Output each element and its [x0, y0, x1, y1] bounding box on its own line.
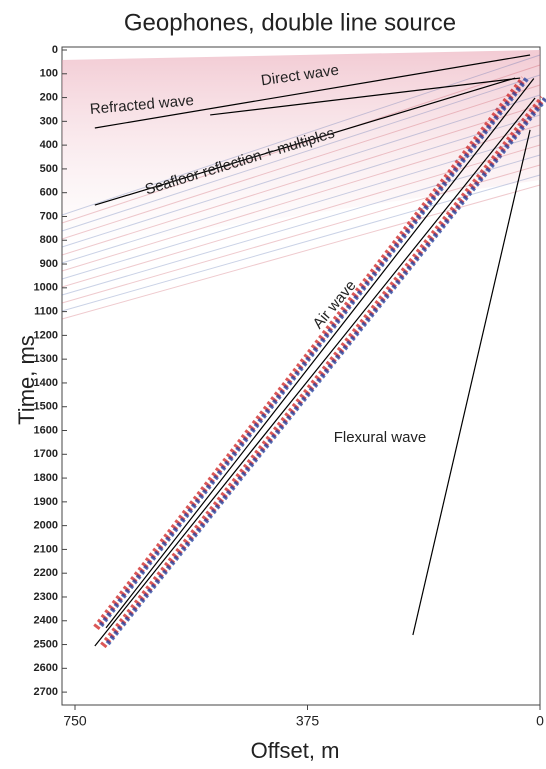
interpretation-line: [94, 54, 531, 129]
y-tick-label: 400: [40, 139, 58, 151]
reflection-band: [61, 114, 541, 264]
y-axis-title: Time, ms: [14, 335, 39, 425]
y-tick-label: 1400: [34, 377, 58, 389]
annotation: Flexural wave: [334, 429, 427, 446]
reflection-band: [61, 104, 541, 256]
y-tick-label: 900: [40, 258, 58, 270]
y-tick-label: 2700: [34, 686, 58, 698]
wave-band: [97, 77, 529, 630]
y-tick-label: 800: [40, 234, 58, 246]
x-axis-title: Offset, m: [251, 738, 340, 763]
reflection-band: [61, 54, 541, 216]
seismic-haze: [62, 50, 540, 250]
y-tick-label: 1100: [34, 306, 58, 318]
y-tick-label: 200: [40, 91, 58, 103]
y-tick-label: 2600: [34, 662, 58, 674]
y-tick-label: 2200: [34, 567, 58, 579]
chart-title: Geophones, double line source: [124, 9, 456, 36]
y-tick-label: 1300: [34, 353, 58, 365]
reflection-band: [61, 74, 541, 232]
y-tick-label: 2500: [34, 638, 58, 650]
y-tick-label: 1600: [34, 424, 58, 436]
interpretation-line: [210, 77, 521, 116]
y-tick-label: 1700: [34, 448, 58, 460]
y-tick-label: 1200: [34, 329, 58, 341]
y-tick-label: 1900: [34, 496, 58, 508]
interpretation-line: [94, 97, 536, 647]
y-tick-label: 1800: [34, 472, 58, 484]
y-tick-label: 600: [40, 187, 58, 199]
reflection-band: [61, 64, 541, 224]
reflection-band: [61, 144, 541, 288]
reflection-band: [61, 164, 541, 304]
x-tick-label: 375: [296, 713, 320, 729]
wave-band: [103, 96, 546, 648]
y-tick-label: 700: [40, 210, 58, 222]
y-tick-label: 2400: [34, 615, 58, 627]
y-tick-label: 1000: [34, 282, 58, 294]
plot: 0 100 200 300 400 500 600 700 800 900 1000 1100 1200…: [34, 44, 545, 729]
x-tick-label: 0: [536, 713, 544, 729]
reflection-band: [61, 184, 541, 320]
wavefield: [61, 54, 546, 649]
reflection-band: [61, 174, 541, 312]
interpretation-line: [94, 77, 516, 206]
y-tick-label: 100: [40, 68, 58, 80]
reflection-band: [61, 154, 541, 296]
interpretation-line: [412, 129, 531, 636]
y-tick-label: 2300: [34, 591, 58, 603]
y-tick-label: 0: [52, 44, 58, 56]
x-tick-label: 750: [63, 713, 87, 729]
reflection-band: [61, 134, 541, 280]
y-tick-label: 1500: [34, 401, 58, 413]
reflection-band: [61, 124, 541, 272]
interpretation-line: [105, 78, 535, 629]
reflection-band: [61, 84, 541, 240]
y-tick-label: 2100: [34, 543, 58, 555]
y-tick-label: 2000: [34, 520, 58, 532]
reflection-band: [61, 94, 541, 248]
y-tick-label: 500: [40, 163, 58, 175]
y-tick-label: 300: [40, 115, 58, 127]
